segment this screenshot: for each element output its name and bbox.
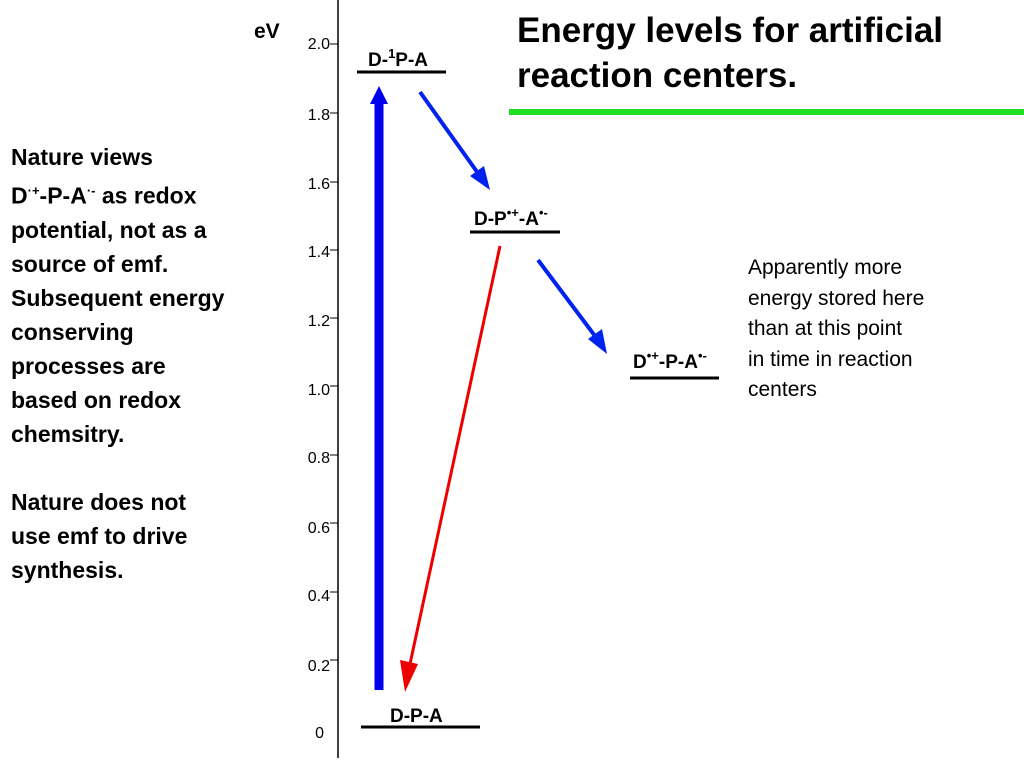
state-excited-pre: D- xyxy=(368,50,389,71)
note-line-3: than at this point xyxy=(748,317,903,340)
left-line-7: processes are xyxy=(11,352,166,379)
state-cs1-mid: -A xyxy=(518,209,539,230)
transfer-arrow-1-shaft xyxy=(418,90,482,178)
note-line-1: Apparently more xyxy=(748,256,903,279)
tick-label-0: 0 xyxy=(315,725,324,742)
left-line-12: synthesis. xyxy=(11,556,124,583)
left-line-10: Nature does not xyxy=(11,488,187,515)
note-line-4: in time in reaction xyxy=(748,347,913,371)
left-line-2-sup1: ·+ xyxy=(27,183,40,198)
left-line-9: chemsitry. xyxy=(11,420,125,447)
recombination-arrow-head xyxy=(400,660,418,692)
left-line-5: Subsequent energy xyxy=(11,284,225,311)
transfer-arrow-2-head xyxy=(588,329,607,354)
state-label-excited: D-1P-A xyxy=(368,47,429,72)
note-line-2: energy stored here xyxy=(748,286,925,310)
left-line-2-post: as redox xyxy=(95,182,197,209)
tick-label-1.6: 1.6 xyxy=(307,176,330,193)
tick-label-1.2: 1.2 xyxy=(307,313,330,330)
tick-label-2.0: 2.0 xyxy=(307,36,330,53)
left-line-2-pre: D xyxy=(11,182,28,209)
left-line-11: use emf to drive xyxy=(11,522,188,549)
title-line-1: Energy levels for artificial xyxy=(517,11,944,50)
left-line-4: source of emf. xyxy=(11,250,169,277)
tick-label-1.8: 1.8 xyxy=(307,107,330,124)
tick-label-1.0: 1.0 xyxy=(307,382,330,399)
left-line-8: based on redox xyxy=(11,386,181,413)
state-excited-post: P-A xyxy=(395,50,429,71)
recombination-arrow-shaft xyxy=(408,245,502,665)
state-cs2-pre: D xyxy=(633,352,647,373)
left-line-3: potential, not as a xyxy=(11,216,207,243)
state-cs2-sup1: •+ xyxy=(646,348,659,363)
note-line-5: centers xyxy=(748,378,817,401)
tick-label-1.4: 1.4 xyxy=(307,244,330,261)
axis-unit-label: eV xyxy=(254,20,280,43)
left-line-6: conserving xyxy=(11,318,134,345)
transfer-arrow-1-head xyxy=(470,166,490,190)
tick-label-0.2: 0.2 xyxy=(307,658,330,675)
state-cs1-sup1: •+ xyxy=(506,205,519,220)
state-cs1-sup2: •- xyxy=(538,205,548,220)
state-label-cs2: D•+-P-A•- xyxy=(633,349,707,374)
tick-label-0.8: 0.8 xyxy=(307,450,330,467)
state-cs1-pre: D-P xyxy=(474,209,507,230)
left-line-2: D·+-P-A·- as redox xyxy=(11,174,286,213)
left-line-2-mid: -P-A xyxy=(39,182,87,209)
state-excited-sup: 1 xyxy=(388,46,396,61)
tick-label-0.4: 0.4 xyxy=(307,588,330,605)
transfer-arrow-2-shaft xyxy=(536,258,600,342)
right-annotation-note: Apparently more energy stored here than … xyxy=(748,253,988,406)
slide-title: Energy levels for artificial reaction ce… xyxy=(517,8,1017,98)
state-cs2-mid: -P-A xyxy=(658,352,698,373)
tick-label-0.6: 0.6 xyxy=(307,520,330,537)
title-underline-rule xyxy=(509,109,1024,115)
left-line-2-sup2: ·- xyxy=(86,183,96,198)
excitation-arrow-head xyxy=(370,86,388,104)
state-label-cs1: D-P•+-A•- xyxy=(474,206,548,231)
state-label-ground: D-P-A xyxy=(390,706,443,727)
left-line-1: Nature views xyxy=(11,144,153,170)
state-cs2-sup2: •- xyxy=(697,348,707,363)
left-explanation-text: Nature views D·+-P-A·- as redox potentia… xyxy=(11,140,286,587)
title-line-2: reaction centers. xyxy=(517,56,798,95)
